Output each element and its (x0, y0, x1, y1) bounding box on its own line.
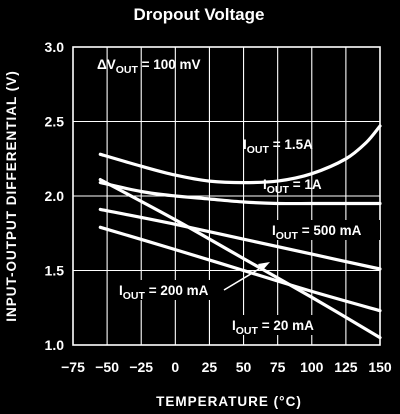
x-tick-label: −25 (129, 359, 153, 375)
x-tick-label: 100 (300, 359, 324, 375)
y-tick-label: 1.0 (45, 337, 65, 353)
y-axis-title: INPUT-OUTPUT DIFFERENTIAL (V) (4, 70, 19, 322)
series-label-background (226, 315, 334, 335)
series-label: IOUT = 1.5A (243, 137, 313, 156)
tick-labels: −75 −50 −25 0 25 50 75 100 125 150 1.0 1.5 2.0 2.5 3.0 (45, 39, 392, 375)
x-axis-title: TEMPERATURE (°C) (156, 394, 302, 409)
x-tick-label: 125 (334, 359, 358, 375)
series-line (98, 178, 382, 340)
series-line (98, 124, 382, 185)
grid (73, 47, 380, 345)
x-tick-label: 0 (171, 359, 179, 375)
annotations: ΔVOUT = 100 mV IOUT = 1.5A IOUT = 1A IOUT =… (97, 57, 380, 337)
series-label: IOUT = 20 mA (232, 318, 314, 337)
series-label: IOUT = 500 mA (272, 223, 362, 242)
series-line (98, 207, 382, 271)
data-curves (98, 124, 382, 340)
y-tick-label: 3.0 (45, 39, 65, 55)
x-tick-label: 25 (202, 359, 218, 375)
chart-title: Dropout Voltage (134, 5, 265, 24)
y-tick-label: 2.5 (45, 114, 65, 130)
x-tick-label: −75 (61, 359, 85, 375)
condition-label: ΔVOUT = 100 mV (97, 57, 201, 76)
y-tick-label: 2.0 (45, 188, 65, 204)
y-tick-label: 1.5 (45, 263, 65, 279)
plot-frame (72, 46, 381, 346)
series-label: IOUT = 200 mA (119, 283, 209, 302)
series-label-background (266, 220, 380, 240)
x-tick-label: 150 (368, 359, 392, 375)
series-label: IOUT = 1A (263, 177, 322, 196)
series-label-background (113, 280, 223, 300)
series-line (98, 225, 382, 313)
leader-line (223, 265, 265, 291)
x-tick-label: −50 (95, 359, 119, 375)
x-tick-label: 50 (236, 359, 252, 375)
x-tick-label: 75 (270, 359, 286, 375)
series-line (98, 181, 382, 206)
leader-arrowhead (258, 262, 270, 271)
